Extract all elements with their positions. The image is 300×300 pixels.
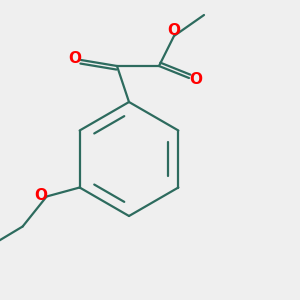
Text: O: O	[34, 188, 47, 203]
Text: O: O	[167, 23, 181, 38]
Text: O: O	[68, 51, 81, 66]
Text: O: O	[189, 72, 202, 87]
